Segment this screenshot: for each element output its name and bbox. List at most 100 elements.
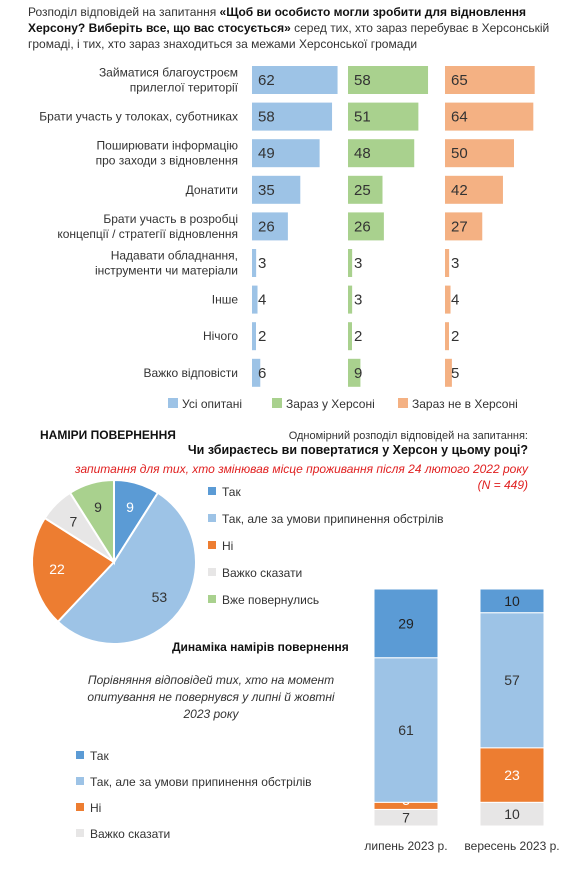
pie-slice xyxy=(56,491,197,645)
intro-question: «Щоб ви особисто могли зробити для відно… xyxy=(28,5,527,35)
legend-swatch xyxy=(208,541,216,549)
pie-value-label: 22 xyxy=(49,561,65,577)
bar-value-label: 4 xyxy=(451,292,459,309)
stack-value-label: 7 xyxy=(402,810,410,826)
row-label: концепції / стратегії відновлення xyxy=(57,227,238,241)
stack-segment xyxy=(373,588,439,659)
stack-segment xyxy=(479,588,545,614)
question-note-line1: запитання для тих, хто змінював місце пр… xyxy=(75,462,528,476)
pie-slice xyxy=(68,478,115,566)
section-title: НАМІРИ ПОВЕРНЕННЯ xyxy=(40,428,176,442)
bar xyxy=(445,102,534,131)
legend-swatch xyxy=(208,487,216,495)
row-label: Брати участь в розробці xyxy=(103,212,238,226)
legend-label: Так, але за умови припинення обстрілів xyxy=(222,512,444,526)
row-label: Займатися благоустроєм xyxy=(99,66,238,80)
row-label: Поширювати інформацію xyxy=(97,139,238,153)
bar xyxy=(252,285,258,314)
bar xyxy=(445,66,535,94)
bar xyxy=(445,139,514,168)
bar xyxy=(348,175,383,204)
legend-label: Так xyxy=(222,485,241,499)
bar-value-label: 65 xyxy=(451,72,468,89)
bar-value-label: 64 xyxy=(451,109,468,126)
bar-value-label: 6 xyxy=(258,365,266,382)
row-label: прилеглої території xyxy=(130,81,239,95)
bar-value-label: 51 xyxy=(354,109,371,126)
bar-value-label: 3 xyxy=(354,255,362,272)
stack-value-label: 57 xyxy=(504,672,520,688)
legend-label: Так, але за умови припинення обстрілів xyxy=(90,775,312,789)
bar xyxy=(252,249,257,277)
bar-value-label: 58 xyxy=(354,72,371,89)
pie-value-label: 9 xyxy=(126,499,134,515)
category-label: вересень 2023 р. xyxy=(464,839,559,853)
dynamics-legend: Так Так, але за умови припинення обстрілі… xyxy=(76,749,312,841)
legend-swatch xyxy=(398,398,408,408)
bar xyxy=(445,358,452,387)
bar-value-label: 35 xyxy=(258,182,275,199)
bar-value-label: 27 xyxy=(451,218,468,235)
stack-value-label: 61 xyxy=(398,722,414,738)
bar-value-label: 58 xyxy=(258,109,275,126)
bar xyxy=(252,139,320,168)
legend-label: Важко сказати xyxy=(90,827,170,841)
pie-value-label: 7 xyxy=(70,513,78,529)
bar-value-label: 62 xyxy=(258,72,275,89)
bar-value-label: 5 xyxy=(451,365,459,382)
bar xyxy=(252,175,301,204)
dynamics-title: Динаміка намірів повернення xyxy=(172,640,349,654)
legend-swatch xyxy=(272,398,282,408)
legend-label: Ні xyxy=(90,801,101,815)
legend-label: Ні xyxy=(222,539,233,553)
bar-value-label: 3 xyxy=(258,255,266,272)
legend-swatch xyxy=(76,829,84,837)
category-label: липень 2023 р. xyxy=(364,839,447,853)
stack-value-label: 10 xyxy=(504,806,520,822)
stack-value-label: 10 xyxy=(504,593,520,609)
legend-label: Важко сказати xyxy=(222,566,302,580)
legend-swatch xyxy=(208,595,216,603)
row-label: Брати участь у толоках, суботниках xyxy=(39,110,238,124)
bar xyxy=(445,322,449,351)
question-subtitle: Одномірний розподіл відповідей на запита… xyxy=(288,430,528,442)
bar xyxy=(252,358,261,387)
bar-value-label: 26 xyxy=(354,218,371,235)
legend-swatch xyxy=(168,398,178,408)
pie-legend: Так Так, але за умови припинення обстрілі… xyxy=(208,485,444,607)
bar-value-label: 3 xyxy=(354,292,362,309)
legend-label: Усі опитані xyxy=(182,397,242,411)
legend-swatch xyxy=(208,514,216,522)
bar xyxy=(252,66,338,94)
bar-value-label: 48 xyxy=(354,145,371,162)
bar xyxy=(252,212,288,241)
bar-value-label: 2 xyxy=(258,328,266,345)
bar-value-label: 9 xyxy=(354,365,362,382)
question-note: запитання для тих, хто змінював місце пр… xyxy=(75,461,528,493)
intro-tail: серед тих, хто зараз перебуває в Херсонс… xyxy=(28,21,550,51)
bar-value-label: 4 xyxy=(258,292,266,309)
bar xyxy=(252,102,333,131)
row-label: про заходи з відновлення xyxy=(96,154,238,168)
dynamics-subtitle: Порівняння відповідей тих, хто на момент… xyxy=(87,673,335,721)
bar xyxy=(348,212,384,241)
bar-value-label: 25 xyxy=(354,182,371,199)
legend-label: Так xyxy=(90,749,109,763)
row-label: Надавати обладнання, xyxy=(111,249,238,263)
stack-value-label: 23 xyxy=(504,767,520,783)
legend-swatch xyxy=(208,568,216,576)
bar xyxy=(348,322,352,351)
bar-value-label: 2 xyxy=(354,328,362,345)
pie-value-label: 9 xyxy=(94,499,102,515)
legend-label: Зараз не в Херсоні xyxy=(412,397,518,411)
legend-label: Вже повернулись xyxy=(222,593,319,607)
bar xyxy=(348,66,429,94)
row-label: інструменти чи матеріали xyxy=(95,264,238,278)
legend-swatch xyxy=(76,803,84,811)
bar xyxy=(348,139,415,168)
stack-value-label: 29 xyxy=(398,615,414,631)
